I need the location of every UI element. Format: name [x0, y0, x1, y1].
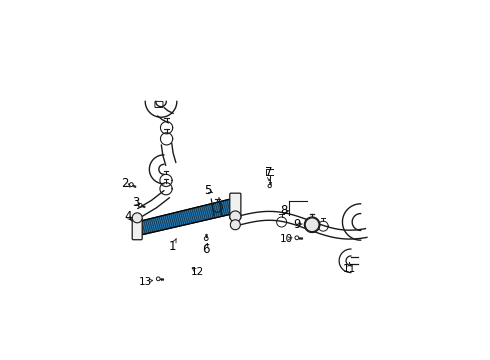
Text: 8: 8 — [280, 204, 287, 217]
Text: 12: 12 — [191, 267, 204, 277]
Text: 6: 6 — [202, 243, 209, 256]
Text: 1: 1 — [169, 240, 176, 253]
FancyBboxPatch shape — [132, 217, 142, 240]
Text: 7: 7 — [266, 166, 273, 179]
Circle shape — [132, 213, 142, 223]
Circle shape — [230, 211, 241, 222]
PathPatch shape — [137, 198, 233, 236]
Circle shape — [305, 218, 319, 232]
Text: 2: 2 — [121, 177, 129, 190]
Text: 3: 3 — [132, 196, 139, 209]
Text: 4: 4 — [124, 210, 131, 223]
Text: 9: 9 — [293, 218, 300, 231]
Text: 13: 13 — [138, 276, 151, 287]
Circle shape — [230, 220, 240, 230]
Text: 5: 5 — [204, 184, 211, 197]
Text: 10: 10 — [280, 234, 293, 244]
Text: 11: 11 — [343, 264, 356, 274]
FancyBboxPatch shape — [230, 193, 241, 219]
